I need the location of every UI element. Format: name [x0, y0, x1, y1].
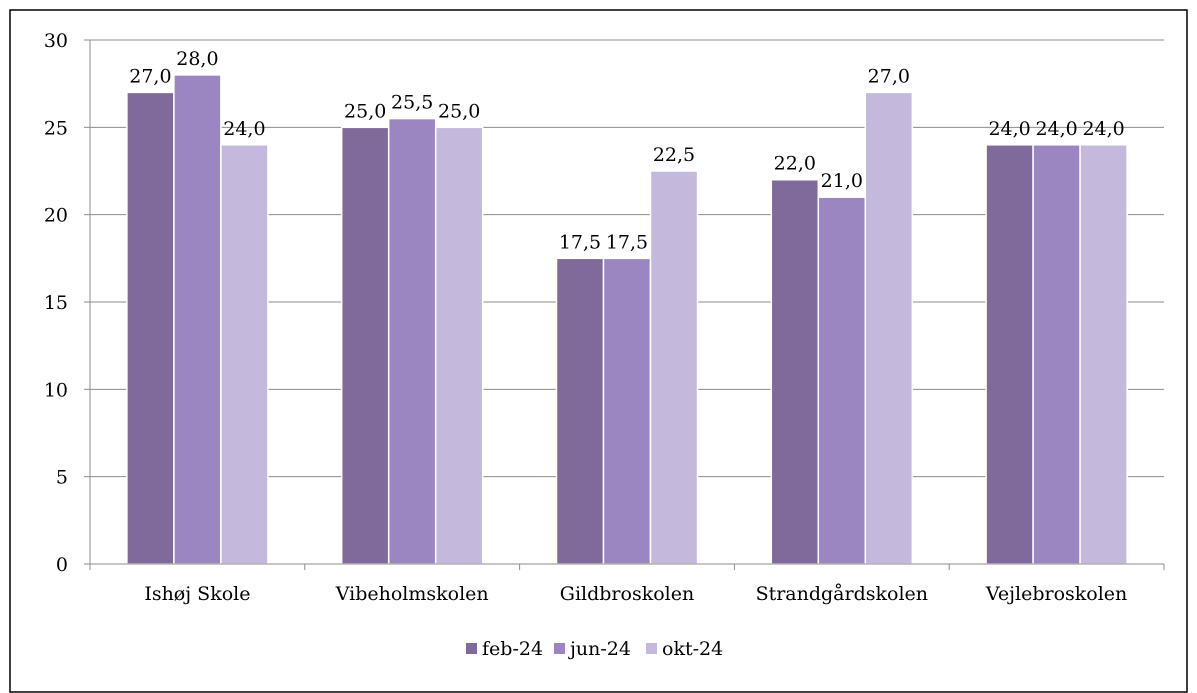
y-tick-label: 10: [44, 379, 68, 401]
y-tick-label: 5: [56, 467, 68, 489]
axes: [84, 39, 1165, 570]
x-tick-label: Ishøj Skole: [144, 583, 250, 605]
data-labels: 27,028,024,025,0 25,5 25,017,5 17,522,5 22,0…: [129, 48, 1125, 253]
bars: [126, 74, 1128, 565]
x-tick-label: Gildbroskolen: [560, 583, 694, 605]
y-tick-label: 20: [44, 205, 68, 227]
bar: [817, 196, 867, 565]
data-label: 24,0: [223, 118, 265, 140]
bar: [1032, 144, 1081, 565]
bar: [220, 144, 269, 565]
legend-swatch: [646, 643, 657, 654]
data-label: 22,0: [774, 153, 816, 175]
data-label: 17,5: [606, 231, 648, 253]
tick-labels: 0 5 10 15 20 25 30 Ishøj Skole Vibeholmskolen Gil…: [44, 30, 1127, 605]
y-tick-label: 0: [56, 554, 68, 576]
data-label: 24,0: [1035, 118, 1077, 140]
bar: [434, 126, 484, 565]
bar: [864, 91, 914, 565]
data-label: 24,0: [988, 118, 1030, 140]
y-tick-label: 30: [44, 30, 68, 52]
legend-swatch: [466, 643, 477, 654]
data-label: 28,0: [176, 48, 218, 70]
legend-label: okt-24: [662, 638, 723, 660]
bar: [555, 257, 605, 565]
data-label: 27,0: [868, 65, 910, 87]
bar: [770, 178, 820, 565]
bar: [340, 126, 390, 565]
bar: [602, 257, 652, 565]
x-tick-label: Vibeholmskolen: [335, 583, 489, 605]
y-tick-label: 15: [44, 292, 68, 314]
bar: [173, 74, 222, 565]
legend-label: jun-24: [568, 638, 631, 660]
legend-label: feb-24: [482, 638, 543, 660]
data-label: 25,0: [344, 100, 386, 122]
data-label: 25,5: [391, 92, 433, 114]
bar: [649, 170, 699, 565]
data-label: 17,5: [559, 231, 601, 253]
gridlines: [90, 39, 1164, 478]
y-tick-label: 25: [44, 117, 68, 139]
bar: [985, 144, 1034, 565]
data-label: 21,0: [821, 170, 863, 192]
bar: [1079, 144, 1128, 565]
bar: [126, 91, 175, 565]
bar: [387, 117, 437, 565]
legend-swatch: [554, 643, 565, 654]
legend: feb-24 jun-24 okt-24: [466, 638, 723, 660]
data-label: 24,0: [1082, 118, 1124, 140]
data-label: 22,5: [653, 144, 695, 166]
data-label: 25,0: [438, 100, 480, 122]
data-label: 27,0: [129, 65, 171, 87]
x-tick-label: Strandgårdskolen: [756, 583, 928, 605]
x-tick-label: Vejlebroskolen: [985, 583, 1127, 605]
